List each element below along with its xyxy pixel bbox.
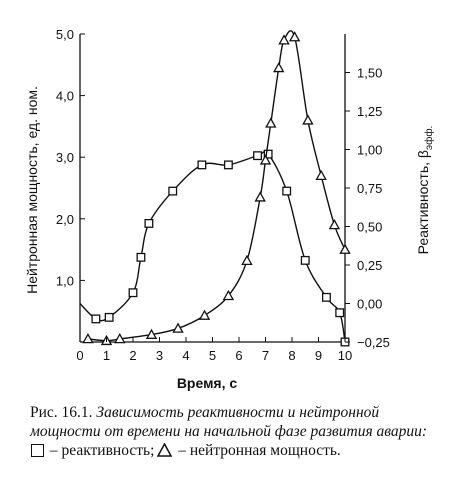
caption-prefix: Рис. 16.1.	[30, 404, 97, 421]
y-right-tick-label: 0,75	[357, 181, 382, 196]
reactivity-series-line	[79, 150, 346, 343]
y-right-tick-label: −0,25	[357, 335, 390, 350]
neutron-power-point	[172, 322, 184, 333]
reactivity-point	[253, 151, 262, 161]
reactivity-point	[321, 292, 331, 302]
neutron-power-point	[339, 243, 351, 254]
neutron-power-point	[145, 328, 158, 339]
caption-italic-text: Зависимость реактивности и нейтронной мо…	[30, 404, 428, 440]
x-tick-label: 9	[315, 348, 322, 363]
y-left-tick-label: 2,0	[56, 212, 74, 227]
axes	[79, 34, 346, 343]
y-right-tick-label: 0,50	[357, 220, 382, 235]
reactivity-point	[300, 255, 310, 265]
y-left-tick-label: 5,0	[56, 27, 74, 42]
neutron-power-point	[315, 169, 327, 181]
x-tick-label: 4	[182, 348, 189, 363]
y-right-tick-label: 1,50	[357, 66, 382, 81]
y-right-tick-label: 1,25	[357, 104, 382, 119]
reactivity-point	[223, 160, 233, 170]
neutron-power-point	[241, 254, 253, 266]
x-tick-label: 5	[209, 348, 216, 363]
neutron-power-point	[302, 114, 314, 125]
x-tick-label: 2	[129, 348, 136, 363]
reactivity-point	[144, 218, 154, 228]
series-layer	[79, 30, 351, 347]
neutron-power-point	[328, 219, 341, 230]
neutron-power-point	[222, 289, 235, 301]
figure-caption: Рис. 16.1. Зависимость реактивности и не…	[30, 403, 440, 460]
reactivity-point	[104, 312, 114, 322]
x-tick-label: 1	[103, 348, 110, 363]
y-right-tick-label: 1,00	[357, 143, 382, 158]
y-right-axis-title: Реактивность, βэфф.	[415, 126, 435, 255]
legend-square-text: – реактивность;	[46, 442, 155, 459]
x-tick-label: 10	[338, 348, 352, 363]
chart: 0 1 2 3 4 5 6 7 8 9 10 1,0 2,0 3,0 4,0 5,0 −0,25 0,00 0,25…	[24, 27, 435, 391]
ticks-layer: 0 1 2 3 4 5 6 7 8 9 10 1,0 2,0 3,0 4,0 5,0 −0,25 0,00 0,25…	[56, 27, 390, 363]
neutron-power-point	[82, 332, 94, 344]
y-left-tick-label: 4,0	[56, 89, 74, 104]
reactivity-point	[263, 149, 273, 159]
y-right-axis-title-sub: эфф.	[423, 126, 435, 150]
y-left-axis-title: Нейтронная мощность, ед. ном.	[24, 86, 40, 294]
x-tick-label: 3	[156, 348, 163, 363]
neutron-power-point	[278, 34, 290, 45]
neutron-power-point	[254, 191, 266, 202]
legend-square-icon	[31, 444, 44, 457]
x-tick-label: 0	[76, 348, 83, 363]
reactivity-point	[197, 160, 207, 170]
reactivity-point	[91, 314, 101, 324]
y-right-tick-label: 0,00	[357, 297, 382, 312]
x-tick-label: 7	[262, 348, 269, 363]
x-axis-title: Время, с	[177, 375, 238, 391]
neutron-power-point	[114, 332, 126, 344]
neutron-power-point	[265, 117, 277, 128]
x-tick-label: 6	[235, 348, 242, 363]
y-left-tick-label: 3,0	[56, 150, 74, 165]
y-right-tick-label: 0,25	[357, 258, 382, 273]
reactivity-point	[128, 288, 138, 298]
x-tick-label: 8	[288, 348, 295, 363]
y-right-axis-title-main: Реактивность, β	[415, 150, 431, 254]
neutron-power-point	[259, 154, 272, 165]
reactivity-point	[335, 308, 345, 318]
y-left-tick-label: 1,0	[56, 273, 74, 288]
neutron-power-point	[288, 31, 301, 42]
neutron-power-series-line	[87, 30, 346, 342]
neutron-power-point	[273, 61, 285, 73]
legend-triangle-text: – нейтронная мощность.	[174, 442, 341, 459]
reactivity-point	[282, 186, 292, 196]
neutron-power-point	[198, 309, 211, 320]
reactivity-point	[136, 252, 146, 262]
legend-triangle-icon	[157, 443, 173, 457]
reactivity-point	[168, 186, 178, 196]
